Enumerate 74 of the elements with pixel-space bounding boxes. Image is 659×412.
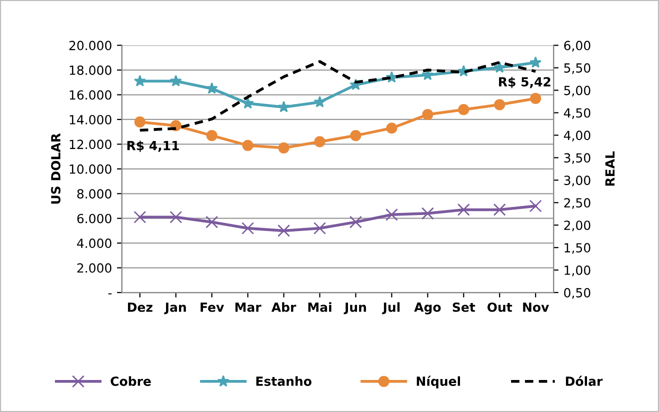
- y-tick-label: 4.000: [77, 238, 112, 248]
- point: [206, 216, 218, 228]
- point: [170, 210, 182, 224]
- point: [278, 100, 290, 112]
- x-tick-label: Out: [487, 302, 512, 312]
- point: [314, 222, 326, 234]
- point: [170, 74, 182, 86]
- y-tick-label: 16.000: [70, 90, 112, 100]
- point: [422, 108, 434, 120]
- annotation: R$ 4,11: [127, 140, 179, 152]
- x-tick-label: Nov: [523, 302, 549, 312]
- y-tick-label: 10.000: [70, 164, 112, 174]
- point: [134, 116, 146, 128]
- y2-tick-label: 5,00: [564, 86, 590, 96]
- point: [242, 222, 254, 234]
- x-tick-label: Mai: [308, 302, 332, 312]
- y2-tick-label: 4,50: [564, 108, 590, 119]
- x-tick-label: Mar: [235, 302, 262, 312]
- x-tick-label: Fev: [200, 302, 224, 312]
- point: [242, 97, 254, 109]
- y-tick-label: 14.000: [70, 114, 112, 124]
- annotation: R$ 5,42: [499, 76, 550, 88]
- y-tick-label: 18.000: [70, 66, 112, 75]
- y-tick-label: 8.000: [77, 189, 112, 199]
- point: [494, 61, 506, 73]
- x-tick-label: Dez: [128, 302, 152, 312]
- point: [385, 208, 398, 221]
- point: [350, 130, 362, 142]
- x-tick-label: Abr: [271, 302, 296, 312]
- y2-tick-label: 2,50: [564, 198, 590, 209]
- x-tick-label: Jan: [164, 302, 186, 314]
- legend-label: Estanho: [256, 376, 312, 386]
- legend-label: Níquel: [416, 376, 460, 388]
- x-tick-label: Jul: [382, 302, 400, 314]
- point: [421, 207, 434, 220]
- legend-label: Dólar: [566, 376, 603, 386]
- point: [529, 200, 542, 212]
- point: [242, 140, 254, 151]
- point: [134, 74, 146, 86]
- point: [530, 56, 542, 68]
- y2-tick-label: 6,00: [564, 40, 590, 52]
- point: [314, 96, 326, 108]
- y2-tick-label: 3,00: [564, 176, 590, 186]
- y-axis-title: US DOLAR: [51, 133, 60, 204]
- point: [349, 216, 362, 228]
- y-tick-label: -: [108, 293, 112, 294]
- point: [457, 203, 470, 216]
- point: [206, 130, 218, 142]
- x-tick-label: Jun: [344, 302, 366, 314]
- point: [386, 122, 398, 134]
- point: [134, 210, 146, 224]
- point: [278, 142, 290, 154]
- point: [278, 224, 290, 237]
- y2-axis-title: REAL: [605, 151, 614, 186]
- x-tick-label: Set: [452, 302, 476, 312]
- y2-tick-label: 5,50: [564, 63, 590, 74]
- y2-tick-label: 2,00: [564, 220, 590, 232]
- x-tick-label: Ago: [414, 302, 441, 314]
- y2-tick-label: 0,50: [564, 288, 590, 299]
- y2-tick-label: 3,50: [564, 153, 590, 164]
- point: [458, 104, 470, 116]
- y-tick-label: 6.000: [77, 214, 112, 224]
- y2-tick-label: 1,50: [564, 243, 590, 254]
- point: [530, 92, 542, 104]
- point: [314, 136, 326, 148]
- legend-label: Cobre: [110, 376, 151, 386]
- point: [493, 203, 506, 216]
- y-tick-label: 12.000: [70, 140, 112, 150]
- y-tick-label: 20.000: [69, 40, 112, 50]
- y-tick-label: 2.000: [77, 263, 112, 273]
- point: [494, 99, 506, 110]
- point: [206, 82, 218, 94]
- y2-tick-label: 4,00: [564, 130, 590, 142]
- y2-tick-label: 1,00: [564, 266, 590, 276]
